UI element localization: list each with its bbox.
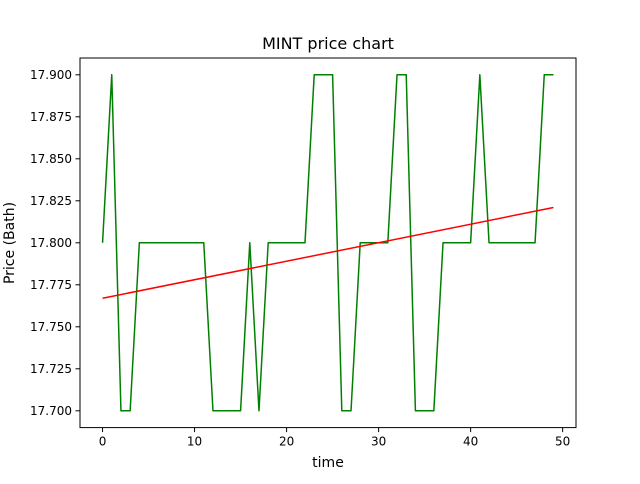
y-tick-label: 17.875 (30, 110, 72, 124)
x-tick-label: 50 (555, 435, 570, 449)
x-tick-label: 10 (187, 435, 202, 449)
plot-area-frame (79, 57, 577, 429)
y-tick-label: 17.750 (30, 320, 72, 334)
series-line-0 (101, 74, 554, 412)
x-tick-label: 20 (279, 435, 294, 449)
y-tick-label: 17.825 (30, 194, 72, 208)
series-layer (101, 74, 554, 412)
x-tick-label: 40 (463, 435, 478, 449)
chart-title: MINT price chart (262, 34, 394, 53)
y-tick-label: 17.700 (30, 404, 72, 418)
y-tick-label: 17.900 (30, 68, 72, 82)
series-line-1 (102, 206, 554, 299)
x-tick-label: 30 (371, 435, 386, 449)
x-axis-label: time (312, 455, 344, 471)
ticks-layer: 0 10 20 30 40 50 17.700 17.725 17.750 17.775 17.80… (30, 68, 570, 449)
y-tick-label: 17.725 (30, 362, 72, 376)
y-tick-label: 17.800 (30, 236, 72, 250)
x-tick-label: 0 (99, 435, 107, 449)
y-axis-label: Price (Bath) (2, 202, 18, 284)
y-tick-label: 17.775 (30, 278, 72, 292)
y-tick-label: 17.850 (30, 152, 72, 166)
